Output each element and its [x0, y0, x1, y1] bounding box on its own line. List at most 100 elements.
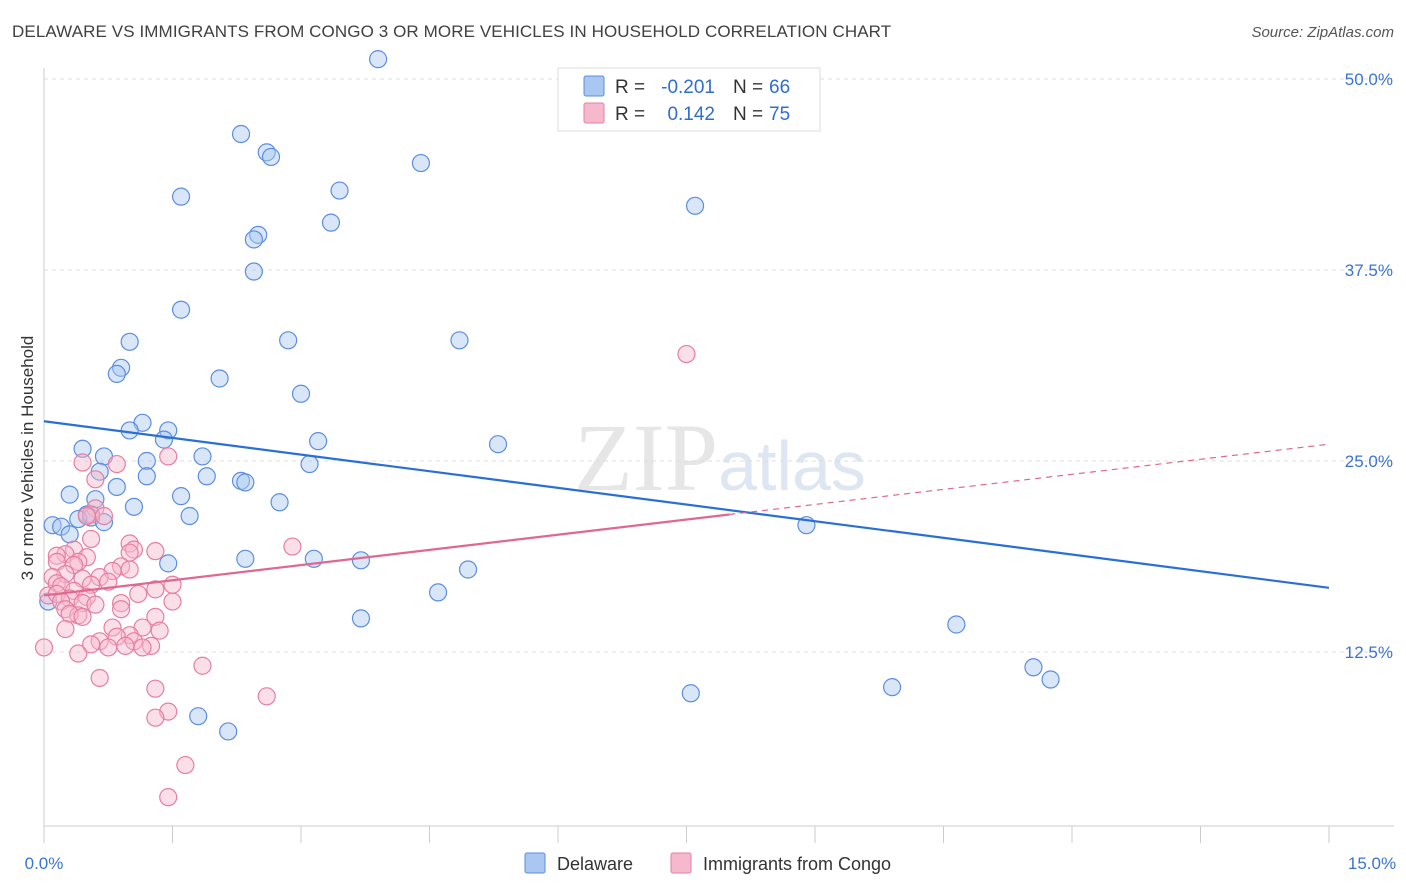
x-tick-label-max: 15.0% — [1348, 854, 1396, 873]
y-tick-label: 37.5% — [1345, 261, 1393, 280]
data-point-delaware — [137, 467, 156, 486]
bottom-legend-swatch-delaware — [524, 852, 546, 874]
data-point-congo — [103, 618, 122, 637]
data-point-delaware — [291, 384, 311, 403]
stats-legend: R = -0.201 N = 66 R = 0.142 N = 75 — [557, 67, 821, 132]
bottom-legend-label-congo: Immigrants from Congo — [703, 854, 891, 874]
data-point-delaware — [270, 493, 289, 512]
data-point-congo — [111, 594, 131, 613]
legend-swatch-delaware — [583, 75, 605, 97]
data-point-delaware — [171, 187, 191, 206]
data-point-delaware — [244, 230, 263, 249]
data-point-delaware — [351, 609, 371, 628]
x-axis-ticks — [43, 826, 1330, 843]
legend-r-label-delaware: R = — [615, 77, 645, 98]
data-point-congo — [94, 506, 114, 526]
legend-n-value-congo: 75 — [769, 104, 790, 125]
legend-n-label-congo: N = — [733, 104, 763, 125]
data-point-delaware — [236, 473, 255, 492]
data-point-delaware — [159, 421, 178, 440]
y-tick-label: 25.0% — [1345, 452, 1393, 471]
y-tick-labels: 12.5% 25.0% 37.5% 50.0% — [1345, 70, 1393, 662]
data-point-congo — [146, 607, 165, 626]
y-axis-label: 3 or more Vehicles in Household — [18, 336, 37, 581]
data-point-congo — [86, 595, 105, 614]
data-point-congo — [116, 636, 135, 655]
data-point-congo — [111, 600, 131, 619]
data-point-delaware — [137, 451, 156, 471]
data-point-delaware — [60, 485, 79, 504]
data-point-congo — [129, 584, 148, 604]
data-point-congo — [120, 560, 139, 579]
data-point-delaware — [261, 147, 281, 167]
data-point-delaware — [231, 124, 251, 144]
data-point-delaware — [681, 684, 700, 703]
legend-swatch-congo — [583, 102, 605, 124]
data-point-delaware — [685, 196, 705, 215]
series-congo-points — [34, 344, 696, 807]
data-point-delaware — [210, 369, 229, 388]
data-point-congo — [146, 542, 165, 561]
data-point-delaware — [244, 262, 263, 281]
trend-lines — [43, 420, 1330, 597]
data-point-delaware — [488, 435, 508, 454]
data-point-delaware — [107, 477, 126, 497]
data-point-congo — [176, 755, 195, 775]
legend-n-label-delaware: N = — [733, 77, 763, 98]
data-point-delaware — [120, 421, 139, 440]
data-point-delaware — [120, 332, 139, 351]
data-point-delaware — [1024, 658, 1043, 677]
data-point-delaware — [219, 722, 238, 741]
data-point-delaware — [197, 467, 216, 486]
data-point-delaware — [321, 213, 341, 232]
data-point-delaware — [882, 678, 902, 697]
data-point-congo — [150, 621, 169, 640]
data-point-congo — [146, 679, 165, 698]
watermark-zip: ZIP — [574, 404, 718, 511]
data-point-congo — [133, 638, 152, 657]
data-point-congo — [73, 453, 92, 472]
data-point-congo — [82, 635, 101, 654]
x-tick-label-min: 0.0% — [25, 854, 64, 873]
data-point-delaware — [180, 506, 199, 526]
data-point-delaware — [193, 447, 212, 466]
data-point-congo — [86, 470, 105, 489]
data-point-congo — [163, 592, 182, 611]
data-point-congo — [107, 454, 126, 474]
data-point-delaware — [107, 364, 126, 384]
data-point-delaware — [458, 560, 478, 579]
chart-title: DELAWARE VS IMMIGRANTS FROM CONGO 3 OR M… — [12, 22, 892, 41]
data-point-delaware — [159, 554, 178, 573]
trend-line-congo-extension — [729, 443, 1330, 516]
data-point-congo — [82, 529, 101, 549]
data-point-delaware — [411, 153, 431, 173]
data-point-congo — [69, 644, 88, 663]
y-tick-label: 12.5% — [1345, 643, 1393, 662]
data-point-delaware — [236, 549, 255, 568]
data-point-congo — [56, 619, 75, 639]
legend-n-value-delaware: 66 — [769, 77, 790, 98]
series-legend: Delaware Immigrants from Congo — [524, 852, 891, 874]
data-point-delaware — [73, 439, 92, 458]
data-point-congo — [677, 344, 696, 364]
data-point-congo — [159, 447, 178, 466]
data-point-delaware — [947, 615, 966, 634]
data-point-delaware — [154, 430, 174, 449]
data-point-delaware — [60, 525, 79, 544]
series-delaware-points — [39, 50, 1060, 741]
data-point-congo — [193, 656, 212, 675]
data-point-delaware — [171, 300, 191, 319]
data-point-delaware — [428, 583, 448, 602]
data-point-congo — [146, 580, 165, 599]
data-point-congo — [257, 687, 276, 706]
data-point-congo — [283, 537, 302, 556]
data-point-delaware — [330, 181, 349, 200]
data-point-congo — [90, 668, 109, 688]
legend-r-label-congo: R = — [615, 104, 645, 125]
trend-line-congo — [43, 513, 730, 597]
data-point-delaware — [124, 497, 144, 516]
data-point-congo — [73, 607, 92, 626]
data-point-congo — [34, 638, 54, 657]
data-point-congo — [99, 572, 118, 591]
